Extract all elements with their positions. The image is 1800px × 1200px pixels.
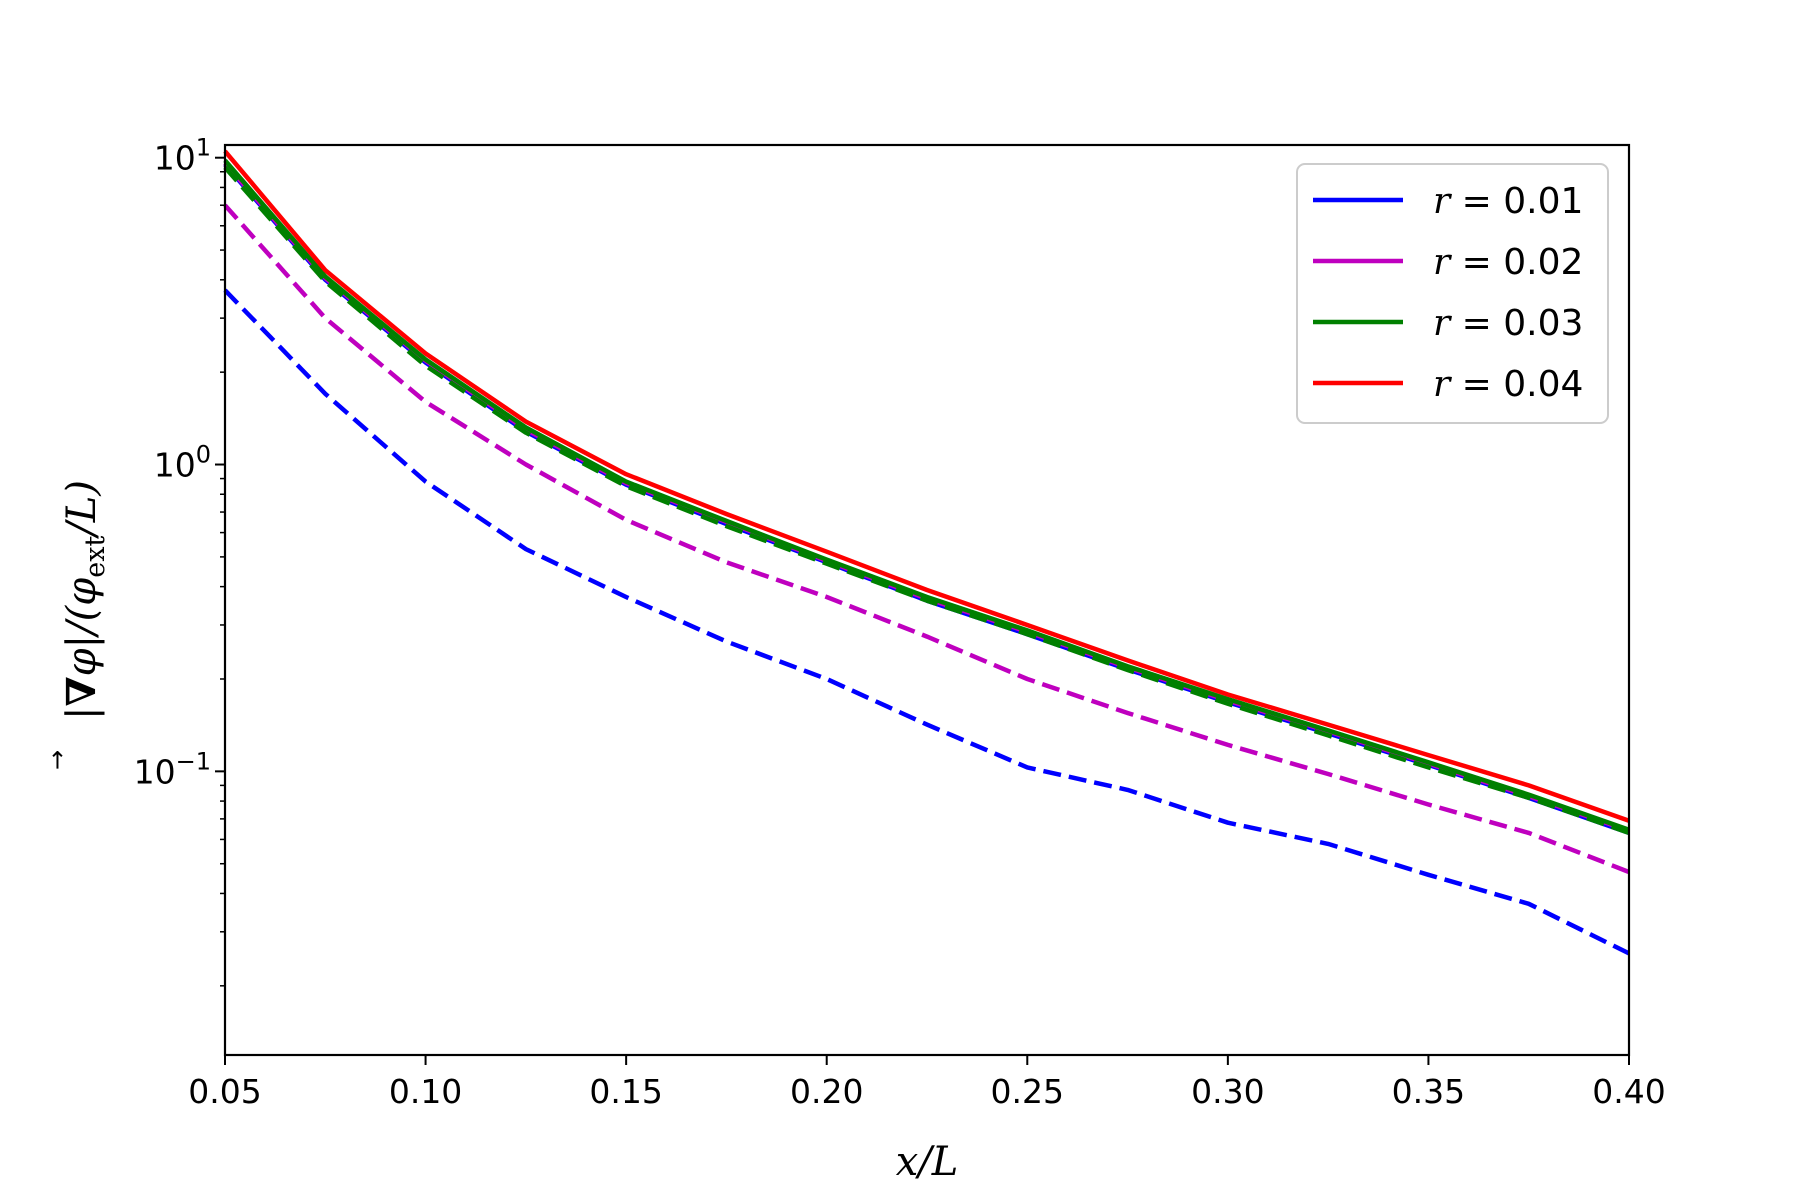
plot-frame: [223, 143, 1631, 1057]
y-tick-label: 10−1: [134, 747, 211, 791]
x-tick-label: 0.20: [790, 1072, 863, 1111]
legend-items: r = 0.01 r = 0.02 r = 0.03 r = 0.04: [1313, 181, 1583, 405]
svg-text:|∇φ|/(φext/L): |∇φ|/(φext/L): [58, 480, 111, 720]
y-label-arrow: →: [43, 750, 71, 770]
y-axis: 101 100 10−1: [134, 134, 225, 987]
legend-label: r = 0.03: [1433, 303, 1583, 344]
legend: r = 0.01 r = 0.02 r = 0.03 r = 0.04: [1296, 163, 1609, 424]
x-tick-label: 0.30: [1191, 1072, 1264, 1111]
x-tick-label: 0.25: [991, 1072, 1064, 1111]
series-line-6-solid: [223, 149, 1630, 823]
legend-label: r = 0.04: [1433, 364, 1583, 405]
y-tick-label: 100: [154, 441, 211, 485]
series-line-5-dashed: [223, 165, 1630, 836]
y-label-subscript: ext: [80, 536, 111, 578]
y-tick-label: 101: [154, 134, 211, 178]
legend-label: r = 0.02: [1433, 242, 1583, 283]
y-label-middle: φ|/(φ: [59, 578, 105, 677]
series-line-3-dashed: [223, 203, 1630, 875]
y-label-bar-left: |: [59, 706, 105, 719]
x-tick-label: 0.40: [1592, 1072, 1665, 1111]
x-axis-label: x/L: [896, 1139, 959, 1185]
series-line-1-dashed: [223, 288, 1630, 956]
y-axis-label: |∇φ|/(φext/L) →: [43, 480, 111, 770]
x-tick-label: 0.05: [188, 1072, 261, 1111]
y-label-nabla: ∇: [58, 676, 105, 706]
legend-box: [1296, 163, 1609, 424]
series-layer: [223, 149, 1630, 956]
legend-label: r = 0.01: [1433, 181, 1583, 222]
x-tick-label: 0.35: [1392, 1072, 1465, 1111]
series-line-4-solid: [223, 158, 1630, 832]
x-tick-label: 0.15: [589, 1072, 662, 1111]
x-tick-label: 0.10: [389, 1072, 462, 1111]
y-label-tail: /L): [59, 480, 105, 540]
x-axis: 0.05 0.10 0.15 0.20 0.25 0.30 0.35 0.40: [188, 1055, 1666, 1111]
